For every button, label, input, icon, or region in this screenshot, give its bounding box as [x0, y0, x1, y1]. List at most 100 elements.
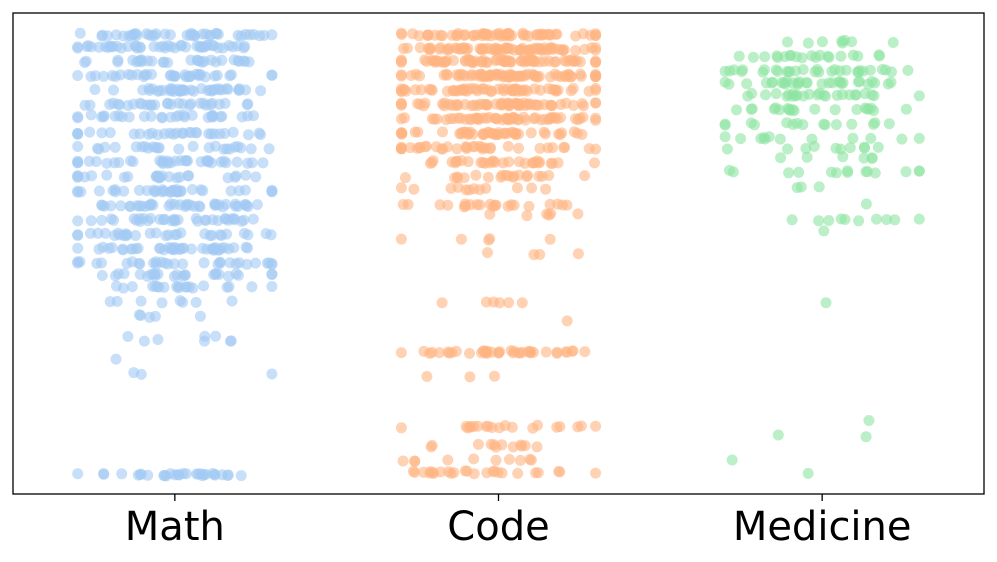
data-point	[758, 64, 770, 76]
data-point	[135, 295, 147, 307]
data-point	[846, 118, 858, 130]
data-point	[186, 109, 198, 121]
data-point	[834, 76, 846, 88]
data-point	[115, 200, 127, 212]
data-point	[198, 257, 210, 269]
data-point	[868, 105, 880, 117]
data-point	[204, 230, 216, 242]
data-point	[902, 64, 914, 76]
data-point	[109, 270, 121, 282]
data-point	[399, 112, 410, 124]
data-point	[526, 182, 538, 194]
data-point	[85, 109, 97, 121]
data-point	[553, 128, 565, 140]
data-point	[112, 56, 124, 68]
data-point	[473, 114, 485, 126]
data-point	[453, 70, 465, 82]
data-point	[835, 50, 847, 62]
data-point	[179, 269, 191, 281]
data-point	[240, 241, 252, 253]
data-point	[812, 89, 824, 101]
data-point	[146, 55, 158, 67]
data-point	[72, 41, 84, 53]
data-point	[851, 104, 863, 115]
data-point	[429, 29, 441, 41]
data-point	[859, 88, 871, 100]
data-point	[768, 103, 780, 115]
data-point	[199, 335, 210, 347]
data-point	[117, 244, 129, 256]
data-point	[829, 104, 841, 116]
data-point	[197, 242, 209, 254]
data-point	[72, 257, 84, 269]
data-point	[539, 113, 551, 125]
data-point	[483, 111, 495, 123]
data-point	[396, 29, 408, 40]
data-point	[398, 43, 410, 54]
data-point	[797, 64, 809, 76]
data-point	[913, 132, 925, 144]
data-point	[426, 157, 438, 169]
data-point	[154, 213, 166, 225]
data-point	[459, 198, 471, 210]
data-point	[527, 68, 538, 80]
data-point	[164, 83, 176, 95]
data-point	[763, 131, 775, 143]
data-point	[235, 470, 247, 482]
data-point	[532, 467, 544, 479]
data-point	[531, 441, 543, 453]
data-point	[399, 172, 411, 184]
data-point	[128, 128, 140, 140]
data-point	[788, 105, 800, 117]
data-point	[778, 77, 790, 89]
data-point	[477, 143, 489, 155]
data-point	[423, 83, 435, 95]
data-point	[590, 42, 602, 54]
data-point	[250, 171, 262, 183]
data-point	[408, 183, 420, 195]
data-point	[72, 215, 84, 227]
data-point	[111, 280, 122, 292]
data-point	[93, 243, 105, 255]
data-point	[468, 29, 480, 41]
data-point	[814, 49, 826, 61]
data-point	[230, 258, 242, 270]
data-point	[212, 244, 224, 256]
data-point	[130, 230, 141, 241]
data-point	[198, 280, 210, 292]
data-point	[225, 69, 237, 81]
data-point	[437, 126, 448, 138]
data-point	[865, 132, 877, 144]
data-point	[495, 99, 507, 111]
data-point	[168, 258, 180, 270]
data-point	[721, 143, 733, 155]
data-point	[854, 65, 866, 77]
data-point	[482, 84, 494, 96]
data-point	[210, 56, 222, 68]
data-point	[559, 141, 571, 153]
x-tick-label-math: Math	[125, 504, 225, 550]
data-point	[496, 439, 508, 451]
data-point	[746, 103, 758, 115]
data-point	[98, 468, 110, 480]
data-points	[72, 27, 925, 482]
data-point	[866, 152, 878, 164]
data-point	[219, 97, 231, 109]
data-point	[871, 213, 882, 225]
data-point	[452, 172, 463, 184]
data-point	[583, 85, 595, 97]
data-point	[99, 141, 111, 153]
data-point	[523, 200, 535, 212]
data-point	[570, 113, 581, 125]
data-point	[96, 214, 108, 226]
data-point	[482, 99, 493, 111]
data-point	[830, 119, 842, 131]
data-point	[72, 229, 84, 241]
data-point	[162, 97, 174, 109]
data-point	[238, 214, 250, 226]
data-point	[483, 234, 495, 246]
data-point	[533, 170, 545, 182]
data-point	[202, 155, 214, 167]
data-point	[150, 256, 162, 268]
data-point	[185, 243, 197, 255]
